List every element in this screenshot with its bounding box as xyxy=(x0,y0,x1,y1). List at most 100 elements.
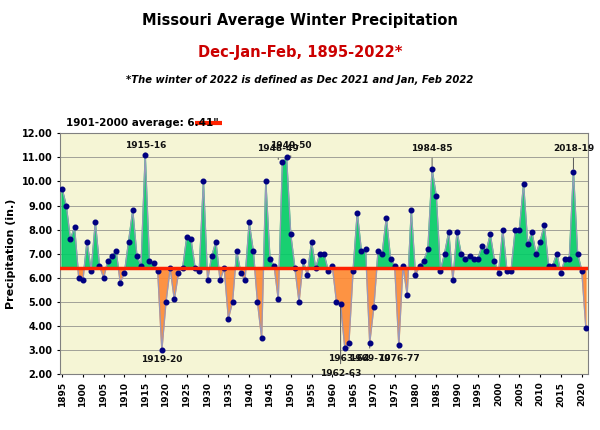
Point xyxy=(199,178,208,185)
Text: 1969-70: 1969-70 xyxy=(349,346,391,362)
Point xyxy=(311,265,320,272)
Point xyxy=(186,236,196,243)
Point xyxy=(349,267,358,274)
Point xyxy=(473,255,482,262)
Point xyxy=(157,347,167,353)
Point xyxy=(278,159,287,166)
Point xyxy=(336,301,346,308)
Point xyxy=(373,248,383,255)
Point xyxy=(65,236,75,243)
Y-axis label: Precipitation (in.): Precipitation (in.) xyxy=(6,199,16,309)
Point xyxy=(352,209,362,216)
Point xyxy=(382,214,391,221)
Point xyxy=(565,255,574,262)
Point xyxy=(436,267,445,274)
Point xyxy=(286,231,296,238)
Point xyxy=(356,248,366,255)
Point xyxy=(132,253,142,260)
Point xyxy=(332,298,341,305)
Point xyxy=(194,267,204,274)
Point xyxy=(290,265,299,272)
Point xyxy=(390,262,400,269)
Text: 2018-19: 2018-19 xyxy=(553,144,594,169)
Text: 1963-64: 1963-64 xyxy=(328,347,370,362)
Point xyxy=(535,238,545,245)
Text: *The winter of 2022 is defined as Dec 2021 and Jan, Feb 2022: *The winter of 2022 is defined as Dec 20… xyxy=(127,75,473,85)
Point xyxy=(340,344,350,351)
Point xyxy=(386,255,395,262)
Point xyxy=(569,169,578,175)
Point xyxy=(452,229,462,236)
Point xyxy=(107,253,117,260)
Point xyxy=(361,246,370,252)
Point xyxy=(244,219,254,226)
Point xyxy=(140,151,150,158)
Point xyxy=(369,303,379,310)
Point xyxy=(91,219,100,226)
Point xyxy=(112,248,121,255)
Point xyxy=(207,253,217,260)
Point xyxy=(274,296,283,303)
Point xyxy=(415,262,424,269)
Point xyxy=(398,262,408,269)
Text: 1948-49: 1948-49 xyxy=(257,144,299,160)
Point xyxy=(170,296,179,303)
Point xyxy=(307,238,316,245)
Text: Missouri Average Winter Precipitation: Missouri Average Winter Precipitation xyxy=(142,13,458,28)
Text: 1949-50: 1949-50 xyxy=(270,141,311,157)
Point xyxy=(128,207,137,214)
Point xyxy=(240,277,250,284)
Point xyxy=(248,248,258,255)
Point xyxy=(115,279,125,286)
Point xyxy=(282,154,292,161)
Text: 1919-20: 1919-20 xyxy=(141,350,182,364)
Point xyxy=(57,185,67,192)
Point xyxy=(178,265,187,272)
Text: 1962-63: 1962-63 xyxy=(320,307,361,378)
Point xyxy=(220,265,229,272)
Text: Dec-Jan-Feb, 1895-2022*: Dec-Jan-Feb, 1895-2022* xyxy=(198,45,402,60)
Point xyxy=(86,267,96,274)
Point xyxy=(228,298,238,305)
Point xyxy=(99,274,109,281)
Point xyxy=(124,238,133,245)
Point xyxy=(477,243,487,250)
Point xyxy=(203,277,212,284)
Point xyxy=(573,250,583,257)
Point xyxy=(161,298,171,305)
Point xyxy=(502,267,512,274)
Point xyxy=(515,226,524,233)
Point xyxy=(328,262,337,269)
Point xyxy=(407,207,416,214)
Text: 1984-85: 1984-85 xyxy=(412,144,453,167)
Point xyxy=(485,231,495,238)
Point xyxy=(465,253,475,260)
Point xyxy=(265,255,275,262)
Point xyxy=(153,267,163,274)
Point xyxy=(419,258,428,264)
Text: 1901-2000 average: 6.41": 1901-2000 average: 6.41" xyxy=(66,117,219,128)
Point xyxy=(294,298,304,305)
Point xyxy=(539,221,549,228)
Point xyxy=(315,250,325,257)
Point xyxy=(269,262,279,269)
Point xyxy=(531,250,541,257)
Point xyxy=(581,325,591,332)
Point xyxy=(302,272,312,279)
Point xyxy=(136,262,146,269)
Point xyxy=(556,270,566,276)
Point xyxy=(365,339,374,346)
Point xyxy=(577,267,587,274)
Point xyxy=(469,255,478,262)
Point xyxy=(253,298,262,305)
Point xyxy=(448,277,458,284)
Point xyxy=(323,267,333,274)
Point xyxy=(215,277,225,284)
Point xyxy=(74,274,83,281)
Point xyxy=(490,258,499,264)
Point xyxy=(560,255,570,262)
Point xyxy=(461,255,470,262)
Text: 1976-77: 1976-77 xyxy=(378,348,420,362)
Point xyxy=(457,250,466,257)
Point xyxy=(61,202,71,209)
